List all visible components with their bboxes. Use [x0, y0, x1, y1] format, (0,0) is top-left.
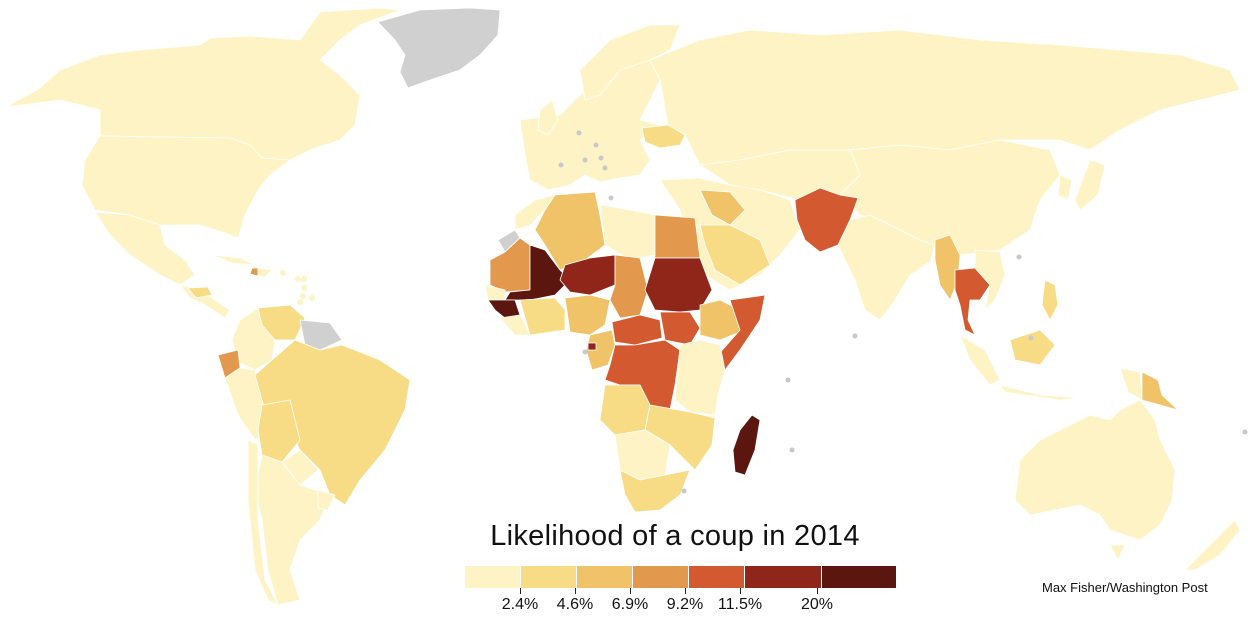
region-equatorial-guinea	[587, 342, 597, 351]
region-niger	[559, 254, 616, 296]
legend-swatch	[822, 566, 897, 588]
region-uk	[537, 99, 559, 136]
region-new-zealand	[1184, 519, 1241, 571]
region-nigeria	[564, 294, 611, 336]
region-saudi-arabia	[699, 224, 771, 286]
region-argentina	[254, 454, 331, 606]
source-credit: Max Fisher/Washington Post	[1042, 580, 1208, 595]
legend-tick-label: 20%	[800, 596, 834, 613]
legend-tick-mark	[817, 588, 818, 594]
legend-tick-mark	[575, 588, 576, 594]
color-legend	[465, 566, 897, 588]
map-title: Likelihood of a coup in 2014	[490, 520, 860, 552]
region-chad	[609, 254, 649, 319]
region-south-africa	[619, 469, 691, 513]
region-korea	[1057, 174, 1073, 201]
region-egypt	[654, 214, 701, 259]
legend-tick-mark	[520, 588, 521, 594]
region-syria-iraq	[699, 189, 746, 226]
legend-tick-label: 6.9%	[611, 596, 649, 613]
region-south-sudan	[659, 311, 701, 346]
region-angola	[599, 384, 651, 436]
region-indonesia	[959, 334, 1081, 401]
region-dominican-rep	[257, 267, 273, 278]
region-guinea	[487, 299, 521, 319]
legend-tick-mark	[630, 588, 631, 594]
legend-tick-mark	[740, 588, 741, 594]
region-car	[611, 314, 663, 346]
region-indochina	[974, 249, 1006, 311]
legend-swatch	[689, 566, 745, 588]
tiny-territory-dots	[558, 130, 1248, 494]
region-chile	[247, 439, 279, 606]
region-madagascar	[732, 414, 761, 476]
region-japan	[1074, 159, 1106, 211]
region-mexico	[94, 211, 196, 286]
region-algeria	[534, 191, 606, 271]
caribbean-island-dots	[280, 270, 315, 305]
region-cuba	[211, 254, 256, 266]
region-ivory-coast-ghana	[519, 297, 566, 336]
region-papua-new-guinea	[1141, 371, 1179, 411]
region-scandinavia	[579, 24, 681, 101]
legend-swatch	[465, 566, 521, 588]
region-australia	[1014, 399, 1176, 541]
region-sudan	[644, 257, 713, 313]
legend-tick-label: 4.6%	[556, 596, 594, 613]
region-honduras	[187, 286, 213, 299]
legend-swatch	[521, 566, 577, 588]
region-myanmar	[934, 234, 961, 301]
region-uruguay	[317, 489, 336, 511]
legend-tick-label: 11.5%	[717, 596, 763, 613]
region-philippines	[1041, 279, 1059, 321]
legend-swatch	[577, 566, 633, 588]
region-greenland	[377, 7, 501, 89]
region-tasmania	[1109, 544, 1126, 561]
region-malaysia-indonesia	[1009, 329, 1056, 366]
region-russia	[649, 29, 1241, 166]
region-somalia	[717, 294, 766, 371]
region-new-guinea-west	[1119, 367, 1143, 401]
region-usa	[81, 135, 291, 239]
region-libya	[599, 204, 656, 261]
legend-tick-label: 9.2%	[666, 596, 704, 613]
region-mali	[504, 244, 571, 301]
region-guianas	[299, 319, 343, 351]
region-india	[837, 214, 936, 321]
region-east-africa	[674, 339, 726, 416]
legend-tick-mark	[685, 588, 686, 594]
legend-tick-label: 2.4%	[501, 596, 539, 613]
region-haiti	[249, 267, 259, 277]
legend-swatch	[745, 566, 822, 588]
legend-swatch	[633, 566, 689, 588]
legend-ticks: 2.4% 4.6% 6.9% 9.2% 11.5% 20%	[465, 588, 890, 618]
